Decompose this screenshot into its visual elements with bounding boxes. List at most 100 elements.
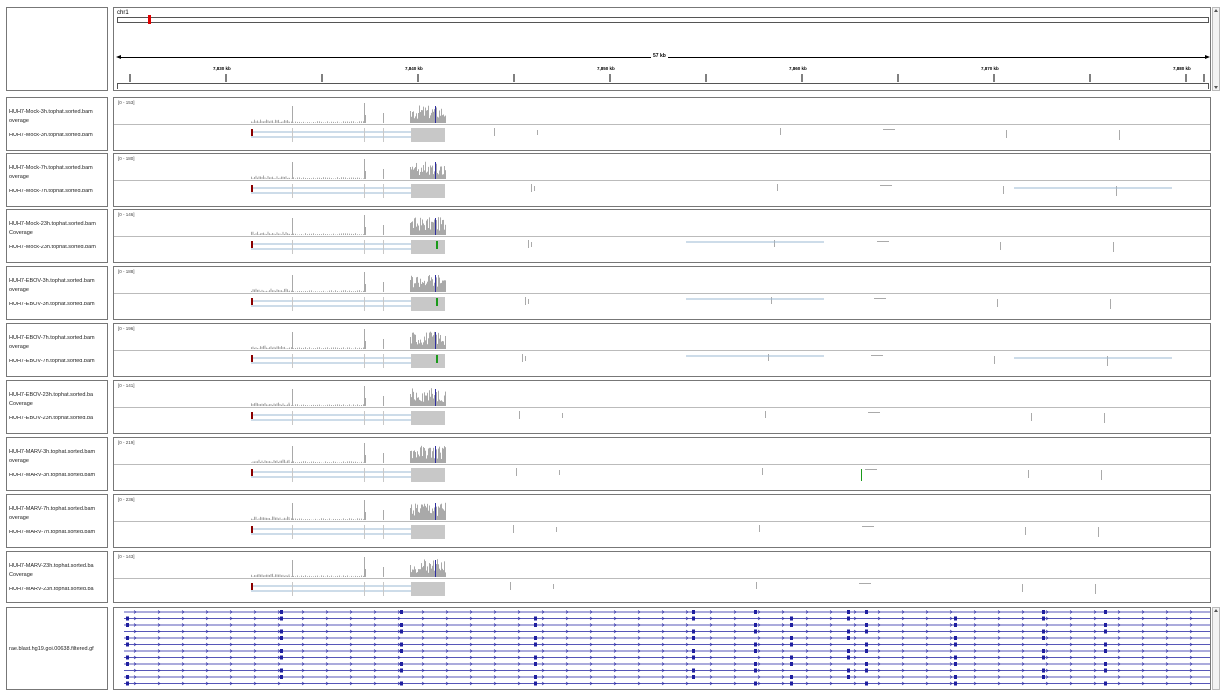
strand-arrow xyxy=(469,655,473,660)
strand-arrow xyxy=(1165,649,1169,653)
coverage-bar xyxy=(261,177,263,179)
coverage-bar xyxy=(431,112,432,123)
coverage-track-label[interactable]: HUH7-MARV-3h.tophat.sorted.bam overage xyxy=(9,449,96,464)
coverage-bar xyxy=(269,461,270,463)
reads-track-label[interactable]: HUH7-EBOV-7h.tophat.sorted.bam xyxy=(9,359,95,364)
annotation-data-panel[interactable] xyxy=(113,607,1211,690)
coverage-track-label[interactable]: HUH7-Mock-3h.tophat.sorted.bam overage xyxy=(9,109,93,124)
reads-track-label[interactable]: HUH7-Mock-3h.tophat.sorted.bam xyxy=(9,133,93,138)
track-data-panel[interactable]: [0 - 236] xyxy=(113,494,1211,548)
strand-arrow xyxy=(661,668,665,673)
coverage-bar xyxy=(301,234,302,235)
annotation-scrollbar[interactable] xyxy=(1212,607,1220,690)
coverage-bar xyxy=(258,404,260,406)
coverage-track-label[interactable]: HUH7-EBOV-7h.tophat.sorted.bam overage xyxy=(9,335,95,350)
annotation-features xyxy=(124,610,1210,686)
coverage-bar xyxy=(425,450,426,463)
track-data-panel[interactable]: [0 - 188] xyxy=(113,266,1211,320)
read-fragment xyxy=(1098,527,1099,537)
strand-arrow xyxy=(1165,610,1169,614)
coverage-bar xyxy=(264,517,266,520)
strand-arrow xyxy=(1069,655,1073,660)
coverage-bar xyxy=(272,347,273,349)
coverage-bar xyxy=(311,233,312,235)
coverage-bar xyxy=(343,575,344,577)
read-fragment xyxy=(1095,584,1096,594)
coverage-bar xyxy=(289,519,290,520)
strand-arrow xyxy=(181,662,185,666)
reads-track-label[interactable]: HUH7-MARV-23h.tophat.sorted.ba xyxy=(9,587,94,592)
coverage-bar xyxy=(363,519,364,520)
coverage-bar xyxy=(361,404,362,406)
reads-track-label[interactable]: HUH7-EBOV-23h.tophat.sorted.ba xyxy=(9,416,94,421)
strand-arrow xyxy=(133,675,137,679)
track-data-panel[interactable]: [0 - 153] xyxy=(113,97,1211,151)
coverage-bar xyxy=(440,283,441,292)
strand-arrow xyxy=(157,636,161,640)
coverage-bar xyxy=(276,403,278,406)
reads-track-label[interactable]: HUH7-MARV-3h.tophat.sorted.bam xyxy=(9,473,96,478)
coverage-bar xyxy=(293,348,294,349)
reads-track-label[interactable]: HUH7-Mock-7h.tophat.sorted.bam xyxy=(9,189,93,194)
reads-track-label[interactable]: HUH7-Mock-23h.tophat.sorted.bam xyxy=(9,245,96,250)
coverage-track-label[interactable]: HUH7-Mock-23h.tophat.sorted.bam Coverage xyxy=(9,221,96,236)
strand-arrow xyxy=(517,681,521,686)
strand-arrow xyxy=(1045,668,1049,673)
coverage-bar xyxy=(335,576,336,577)
coverage-bar xyxy=(313,233,314,235)
strand-arrow xyxy=(1069,616,1073,621)
strand-arrow xyxy=(469,610,473,614)
strand-arrow xyxy=(637,675,641,679)
strand-arrow xyxy=(1117,636,1121,640)
strand-arrow xyxy=(805,675,809,679)
coverage-bar xyxy=(282,121,284,123)
track-data-panel[interactable]: [0 - 143] xyxy=(113,551,1211,603)
coverage-bar xyxy=(285,348,287,349)
reads-track-label[interactable]: HUH7-MARV-7h.tophat.sorted.bam xyxy=(9,530,96,535)
coverage-track-label[interactable]: HUH7-EBOV-23h.tophat.sorted.ba Coverage xyxy=(9,392,94,407)
track-data-panel[interactable]: [0 - 146] xyxy=(113,209,1211,263)
ideogram-bar[interactable] xyxy=(117,17,1209,23)
coverage-track-label[interactable]: HUH7-EBOV-3h.tophat.sorted.bam overage xyxy=(9,278,95,293)
strand-arrow xyxy=(733,610,737,614)
strand-arrow xyxy=(685,675,689,679)
exon xyxy=(280,636,283,640)
strand-arrow xyxy=(1045,629,1049,634)
track-data-panel[interactable]: [0 - 141] xyxy=(113,380,1211,434)
coverage-histogram xyxy=(251,103,446,123)
strand-arrow xyxy=(517,623,521,627)
coverage-bar xyxy=(420,112,421,123)
coverage-bar xyxy=(430,229,431,235)
coverage-bar xyxy=(276,176,278,179)
coverage-bar xyxy=(289,178,290,179)
coverage-bar xyxy=(319,234,320,235)
strand-arrow xyxy=(349,623,353,627)
coverage-bar xyxy=(361,234,362,235)
reads-track-label[interactable]: HUH7-EBOV-3h.tophat.sorted.bam xyxy=(9,302,95,307)
strand-arrow xyxy=(565,668,569,673)
coverage-bar xyxy=(440,217,441,235)
coverage-track-label[interactable]: HUH7-MARV-7h.tophat.sorted.bam overage xyxy=(9,506,96,521)
coverage-bar xyxy=(353,121,354,123)
strand-arrow xyxy=(949,623,953,627)
track-data-panel[interactable]: [0 - 219] xyxy=(113,437,1211,491)
coverage-bar xyxy=(325,122,326,123)
strand-arrow xyxy=(973,655,977,660)
coverage-bar xyxy=(444,446,445,463)
ideogram-marker[interactable] xyxy=(148,15,151,24)
coverage-track-label[interactable]: HUH7-MARV-23h.tophat.sorted.ba Coverage xyxy=(9,563,94,578)
coverage-bar xyxy=(270,233,272,235)
strand-arrow xyxy=(493,662,497,666)
coverage-peak xyxy=(364,500,365,520)
header-scrollbar[interactable] xyxy=(1212,7,1220,91)
coverage-bar xyxy=(339,575,340,577)
strand-arrow xyxy=(421,642,425,647)
mismatch xyxy=(436,355,438,363)
track-data-panel[interactable]: [0 - 180] xyxy=(113,153,1211,207)
coverage-bar xyxy=(315,518,316,520)
coverage-track-label[interactable]: HUH7-Mock-7h.tophat.sorted.bam overage xyxy=(9,165,93,180)
coverage-bar xyxy=(284,404,285,406)
strand-arrow xyxy=(973,616,977,621)
track-data-panel[interactable]: [0 - 196] xyxy=(113,323,1211,377)
strand-arrow xyxy=(157,681,161,686)
